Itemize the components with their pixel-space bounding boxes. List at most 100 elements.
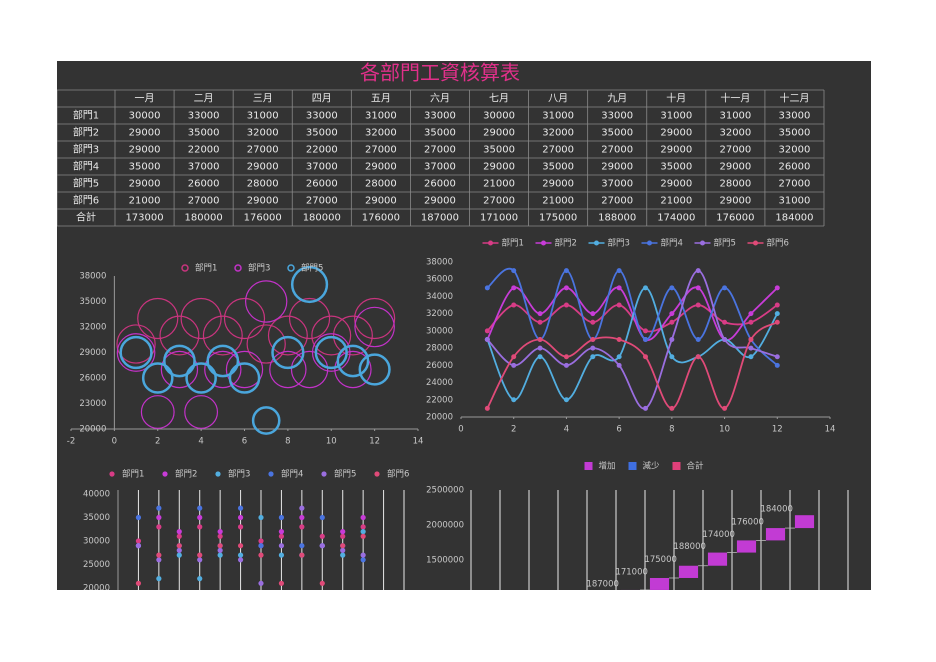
cell: 27000 <box>306 196 338 207</box>
legend-marker <box>181 264 189 272</box>
point <box>484 405 490 411</box>
y-tick-label: 38000 <box>426 258 453 268</box>
cell: 33000 <box>188 111 220 122</box>
legend-label: 部門5 <box>334 469 356 480</box>
point <box>563 362 569 368</box>
point <box>217 529 223 535</box>
bubble <box>332 315 373 356</box>
point <box>258 580 264 586</box>
y-tick-label: 1500000 <box>426 556 464 566</box>
cell: 29000 <box>719 162 751 173</box>
legend-marker <box>488 240 493 246</box>
bubble <box>358 353 391 386</box>
x-tick-label: 0 <box>112 437 117 447</box>
x-tick-label: 14 <box>825 425 836 435</box>
cell: 37000 <box>188 162 220 173</box>
point <box>340 547 346 554</box>
legend-marker <box>541 240 546 246</box>
cell: 29000 <box>660 179 692 190</box>
cell: 31000 <box>779 196 811 207</box>
point <box>176 547 182 554</box>
cell: 29000 <box>660 128 692 139</box>
point <box>537 345 543 351</box>
point <box>278 543 285 549</box>
point <box>748 337 754 342</box>
bubble <box>311 333 351 372</box>
point <box>135 580 142 586</box>
legend-label: 部門6 <box>387 469 409 480</box>
x-tick-label: 8 <box>669 425 674 435</box>
data-label: 187000 <box>586 579 618 589</box>
y-tick-label: 32000 <box>79 323 106 333</box>
cell: 31000 <box>719 111 751 122</box>
bubble <box>288 297 331 340</box>
cell: 180000 <box>185 213 223 224</box>
cell: 30000 <box>129 111 161 122</box>
y-tick-label: 2500000 <box>426 486 464 496</box>
point <box>695 285 701 291</box>
legend-marker <box>268 471 274 477</box>
data-label: 180000 <box>470 630 502 640</box>
bar <box>707 552 728 566</box>
cell: 176000 <box>244 213 282 224</box>
cell: 187000 <box>421 213 459 224</box>
row-label: 部門1 <box>73 109 99 122</box>
bubble <box>223 297 266 340</box>
column-header: 二月 <box>194 93 214 105</box>
point <box>484 337 490 342</box>
cell: 37000 <box>424 162 456 173</box>
data-label: 176000 <box>731 518 763 528</box>
column-header: 十二月 <box>779 92 809 105</box>
cell: 35000 <box>601 128 633 139</box>
point <box>590 354 596 360</box>
cell: 173000 <box>125 213 163 224</box>
point <box>774 302 780 308</box>
point <box>511 302 517 308</box>
point <box>643 354 648 360</box>
point <box>176 533 182 539</box>
x-tick-label: 2 <box>511 425 516 435</box>
point <box>774 311 780 317</box>
cell: 176000 <box>362 213 400 224</box>
point <box>237 543 244 549</box>
row-label: 部門4 <box>73 160 99 173</box>
column-header: 五月 <box>371 93 391 105</box>
point <box>176 552 182 558</box>
legend-marker <box>109 471 115 477</box>
x-tick-label: 6 <box>242 437 247 447</box>
y-tick-label: 20000 <box>79 425 106 435</box>
bubble <box>180 297 222 340</box>
x-tick-label: 12 <box>369 437 380 447</box>
point <box>774 354 780 360</box>
y-tick-label: 40000 <box>83 490 110 500</box>
point <box>695 268 701 274</box>
data-label: 176000 <box>557 593 589 603</box>
point <box>299 543 305 549</box>
y-tick-label: 500000 <box>432 626 464 636</box>
point <box>511 268 517 274</box>
legend-label: 部門5 <box>301 263 323 274</box>
legend-label: 部門3 <box>228 469 250 480</box>
cell: 27000 <box>247 145 279 156</box>
bubble <box>354 297 396 340</box>
row-label: 部門3 <box>73 143 99 156</box>
column-header: 八月 <box>548 93 568 105</box>
point <box>135 514 142 521</box>
data-label: 171000 <box>615 567 647 577</box>
point <box>537 354 543 360</box>
legend-marker <box>321 471 327 477</box>
cell: 28000 <box>365 179 397 190</box>
cell: 184000 <box>775 213 813 224</box>
cell: 29000 <box>247 196 279 207</box>
y-tick-label: 28000 <box>426 344 453 354</box>
cell: 29000 <box>601 162 633 173</box>
legend-label: 部門4 <box>661 238 683 249</box>
point <box>360 552 366 558</box>
column-header: 三月 <box>253 93 273 105</box>
x-tick-label: 2 <box>155 437 160 447</box>
cell: 29000 <box>424 196 456 207</box>
point <box>360 529 366 535</box>
point <box>616 362 622 368</box>
point <box>748 345 754 351</box>
